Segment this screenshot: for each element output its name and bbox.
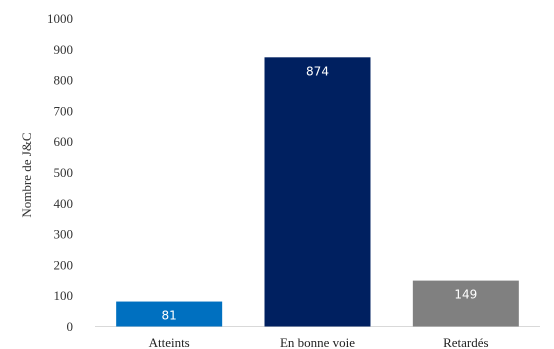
y-tick-label: 0 (67, 319, 74, 334)
y-axis-ticks: 0 100 200 300 400 500 600 700 800 900 1000 (47, 11, 73, 334)
x-category-label: Atteints (149, 335, 190, 349)
data-label: 149 (454, 288, 477, 302)
x-axis-categories: Atteints En bonne voie Retardés (149, 335, 489, 349)
y-axis-title: Nombre de J&C (19, 132, 34, 217)
y-tick-label: 600 (54, 134, 74, 149)
y-tick-label: 500 (54, 165, 74, 180)
y-tick-label: 200 (54, 257, 74, 272)
y-tick-label: 800 (54, 73, 74, 88)
y-tick-label: 1000 (47, 11, 73, 26)
y-tick-label: 700 (54, 103, 74, 118)
bars: 81 874 149 (116, 57, 519, 327)
bar (264, 57, 371, 327)
data-label: 874 (306, 64, 329, 78)
y-tick-label: 300 (54, 227, 74, 242)
y-tick-label: 400 (54, 196, 74, 211)
y-tick-label: 900 (54, 42, 74, 57)
x-category-label: Retardés (443, 335, 488, 349)
x-category-label: En bonne voie (280, 335, 355, 349)
data-label: 81 (162, 309, 177, 323)
bar (412, 280, 519, 327)
bar (116, 301, 223, 327)
y-tick-label: 100 (54, 288, 74, 303)
